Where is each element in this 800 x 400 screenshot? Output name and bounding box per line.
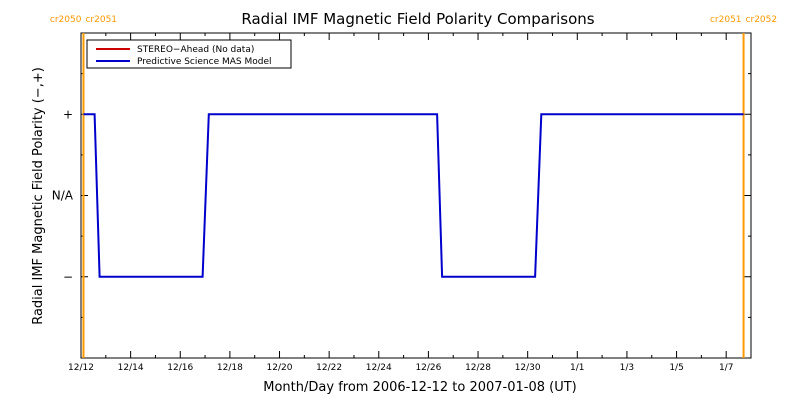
y-tick-label: − (63, 270, 73, 284)
y-tick-labels: + N/A − (52, 107, 74, 284)
axis-ticks (80, 32, 752, 359)
x-tick-label: 12/24 (366, 363, 392, 373)
chart-legend: STEREO−Ahead (No data) Predictive Scienc… (86, 39, 292, 69)
legend-label-stereo-ahead: STEREO−Ahead (No data) (137, 45, 254, 55)
x-tick-label: 1/5 (669, 363, 683, 373)
carrington-rotation-lines (82, 33, 745, 358)
x-axis-label: Month/Day from 2006-12-12 to 2007-01-08 … (263, 380, 576, 395)
carrington-label-after: cr2051 (85, 15, 117, 25)
x-tick-label: 12/16 (167, 363, 193, 373)
x-tick-label: 12/12 (68, 363, 94, 373)
plot-frame (80, 32, 752, 359)
x-tick-label: 12/18 (217, 363, 243, 373)
carrington-label-after: cr2052 (746, 15, 778, 25)
x-tick-label: 1/3 (620, 363, 634, 373)
series-line-1 (83, 113, 744, 278)
legend-box (86, 39, 292, 69)
x-tick-label: 12/14 (118, 363, 144, 373)
x-tick-label: 12/22 (316, 363, 342, 373)
x-tick-labels: 12/12 12/14 12/16 12/18 12/20 12/22 12/24 12/26… (68, 363, 733, 373)
y-tick-label: + (63, 107, 73, 121)
x-tick-label: 12/26 (415, 363, 441, 373)
y-tick-label: N/A (52, 189, 74, 203)
x-tick-label: 1/7 (719, 363, 733, 373)
x-tick-label: 12/28 (465, 363, 491, 373)
series-layer (83, 113, 744, 278)
x-tick-label: 12/30 (515, 363, 541, 373)
chart-title: Radial IMF Magnetic Field Polarity Compa… (241, 10, 594, 28)
y-axis-label: Radial IMF Magnetic Field Polarity (−,+) (31, 67, 46, 325)
legend-label-mas-model: Predictive Science MAS Model (137, 57, 272, 67)
carrington-label-before: cr2051 (710, 15, 742, 25)
carrington-rotation-labels: cr2050 cr2051 cr2051 cr2052 (50, 15, 777, 25)
x-tick-label: 12/20 (267, 363, 293, 373)
carrington-label-before: cr2050 (50, 15, 82, 25)
x-tick-label: 1/1 (570, 363, 584, 373)
